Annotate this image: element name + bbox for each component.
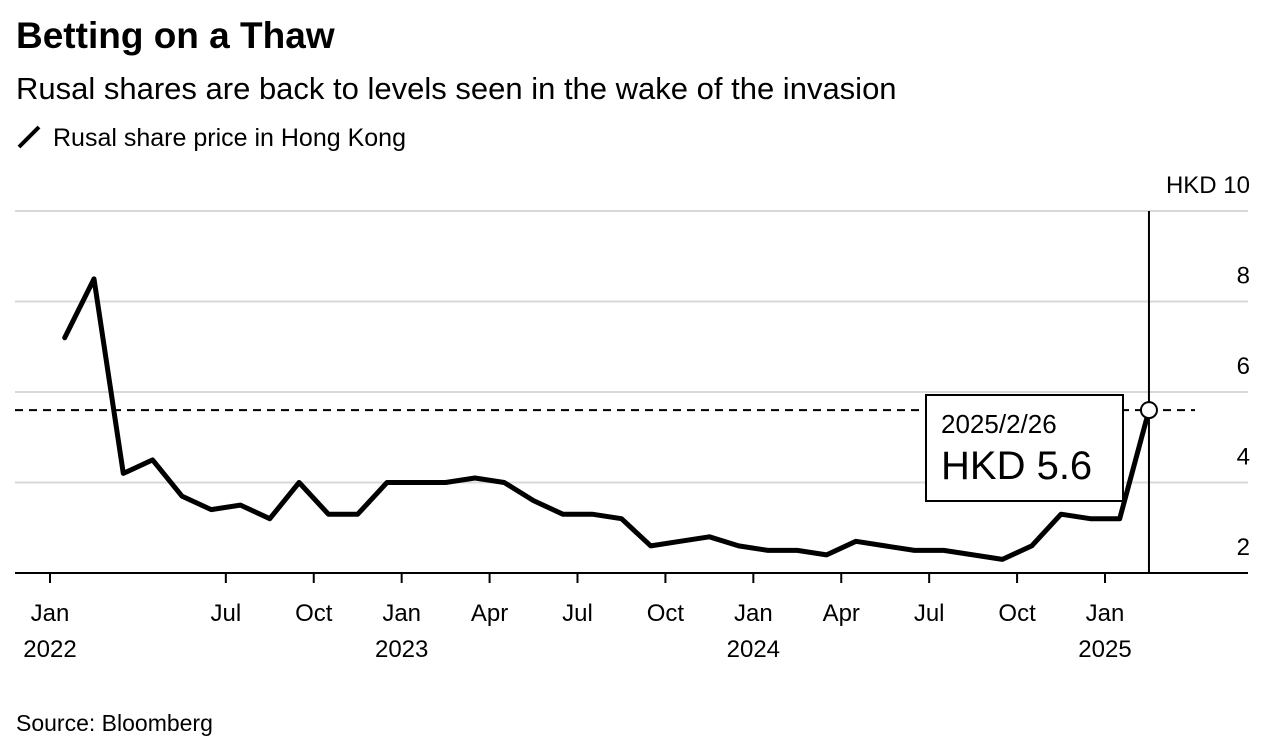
- x-tick-label: Jul: [210, 600, 241, 627]
- source: Source: Bloomberg: [16, 710, 213, 736]
- x-tick-label: Jan: [382, 600, 421, 627]
- chart-subtitle: Rusal shares are back to levels seen in …: [16, 71, 897, 106]
- annotation-date: 2025/2/26: [941, 409, 1057, 439]
- x-tick-label: Apr: [823, 600, 860, 627]
- x-tick-label: Jul: [914, 600, 945, 627]
- annotation-label: HKD 5.6: [941, 444, 1092, 488]
- x-tick-label: Jan: [31, 600, 70, 627]
- last-point: [1139, 401, 1158, 420]
- x-tick-year: 2023: [375, 636, 428, 663]
- chart-title: Betting on a Thaw: [16, 15, 335, 56]
- x-tick-label: Jan: [734, 600, 773, 627]
- y-tick-label: 8: [1237, 263, 1250, 290]
- x-tick-label: Oct: [295, 600, 333, 627]
- x-tick-year: 2025: [1078, 636, 1131, 663]
- legend-swatch: [17, 125, 41, 149]
- x-tick-label: Jan: [1086, 600, 1125, 627]
- x-tick-label: Jul: [562, 600, 593, 627]
- y-tick-label: 6: [1237, 353, 1250, 380]
- x-tick-label: Oct: [647, 600, 685, 627]
- legend-label: Rusal share price in Hong Kong: [53, 124, 406, 152]
- y-tick-label: HKD 10: [1166, 172, 1250, 199]
- x-tick-year: 2022: [23, 636, 76, 663]
- x-tick-year: 2024: [727, 636, 780, 663]
- annotation-box: [925, 394, 1124, 502]
- y-tick-label: 4: [1237, 444, 1250, 471]
- series-line: [62, 276, 1152, 562]
- x-tick-label: Oct: [998, 600, 1036, 627]
- x-tick-label: Apr: [471, 600, 508, 627]
- y-tick-label: 2: [1237, 534, 1250, 561]
